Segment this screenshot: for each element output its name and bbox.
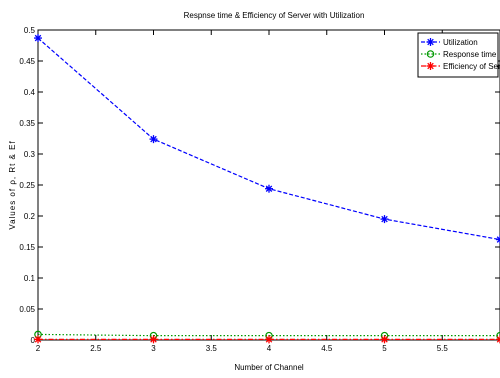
data-point-utilization <box>149 135 158 144</box>
legend: Utilization Response time Efficiency of Se… <box>417 32 500 78</box>
y-tick-label: 0.25 <box>19 181 35 190</box>
chart-title: Respnse time & Efficiency of Server with… <box>184 11 365 20</box>
x-tick-label: 2 <box>36 344 41 353</box>
data-point-efficiency-of-server <box>380 335 389 344</box>
x-tick-label: 3 <box>151 344 156 353</box>
y-tick-label: 0.35 <box>19 119 35 128</box>
y-tick-label: 0.4 <box>24 88 36 97</box>
data-point-efficiency-of-server <box>149 335 158 344</box>
legend-label-utilization: Utilization <box>443 38 478 47</box>
x-tick-label: 2.5 <box>90 344 102 353</box>
data-point-utilization <box>265 184 273 193</box>
data-point-efficiency-of-server <box>496 335 500 344</box>
legend-marker-response-time <box>426 50 435 58</box>
y-tick-label: 0 <box>31 336 36 345</box>
data-point-efficiency-of-server <box>34 335 42 344</box>
x-tick-label: 5 <box>382 344 387 353</box>
legend-marker-utilization <box>426 38 435 46</box>
x-tick-label: 3.5 <box>206 344 218 353</box>
y-tick-label: 0.5 <box>24 26 36 35</box>
legend-marker-efficiency-of-server <box>426 62 435 70</box>
data-point-utilization <box>380 215 389 224</box>
x-axis-label: Number of Channel <box>234 363 304 372</box>
x-tick-label: 4 <box>267 344 272 353</box>
x-tick-label: 4.5 <box>321 344 333 353</box>
x-axis: 2 2.5 3 3.5 4 4.5 5 5.5 <box>36 30 449 353</box>
y-axis-label: Values of ρ, Rt & Ef <box>8 140 17 229</box>
x-tick-label: 5.5 <box>437 344 449 353</box>
legend-label-efficiency-of-server: Efficiency of Server <box>443 62 500 71</box>
series-layer <box>34 34 500 344</box>
legend-label-response-time: Response time <box>443 50 497 59</box>
data-point-utilization <box>34 34 42 43</box>
y-tick-label: 0.45 <box>19 57 35 66</box>
data-point-efficiency-of-server <box>265 335 273 344</box>
y-tick-label: 0.3 <box>24 150 36 159</box>
y-tick-label: 0.1 <box>24 274 36 283</box>
y-tick-label: 0.2 <box>24 212 36 221</box>
y-axis: 0 0.05 0.1 0.15 0.2 0.25 0.3 0.35 0.4 0.45 0.5 <box>19 26 500 345</box>
data-point-utilization <box>496 235 500 244</box>
y-tick-label: 0.15 <box>19 243 35 252</box>
y-tick-label: 0.05 <box>19 305 35 314</box>
